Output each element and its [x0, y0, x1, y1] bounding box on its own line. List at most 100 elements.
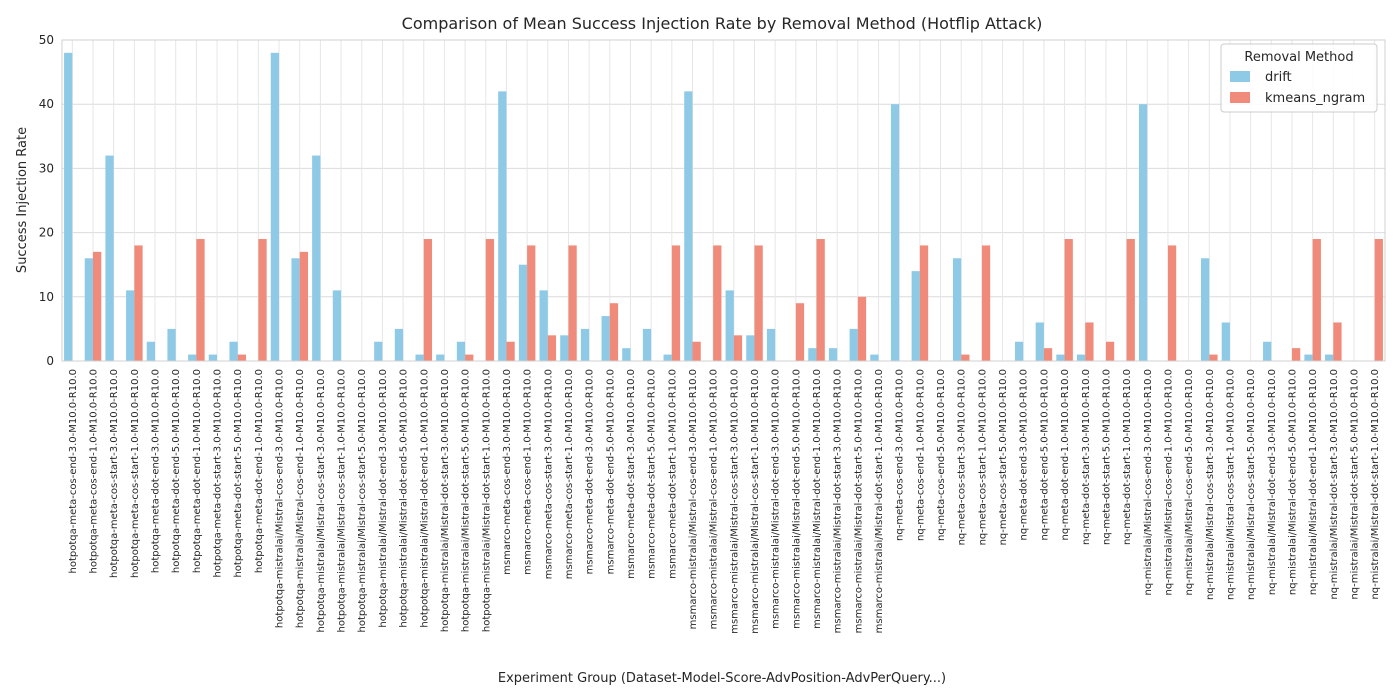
bar-drift-13 [332, 290, 342, 361]
x-tick-label: hotpotqa-meta-dot-end-1.0-M10.0-R10.0 [192, 369, 203, 573]
bar-drift-32 [725, 290, 734, 361]
x-tick-label: hotpotqa-meta-dot-start-3.0-M10.0-R10.0 [213, 369, 224, 578]
y-tick-label: 20 [39, 226, 54, 240]
bar-kmeans-ngram-51 [1126, 239, 1135, 361]
x-tick-label: nq-meta-cos-start-1.0-M10.0-R10.0 [977, 369, 988, 545]
plot-frame [61, 39, 1386, 362]
x-tick-label: msmarco-mistralai/Mistral-cos-start-3.0-… [729, 369, 740, 634]
bar-kmeans-ngram-35 [795, 303, 805, 361]
x-tick-label: nq-mistralai/Mistral-dot-end-5.0-M10.0-R… [1287, 369, 1298, 595]
bar-kmeans-ngram-11 [299, 251, 308, 361]
bar-drift-25 [580, 328, 590, 361]
x-tick-label: msmarco-mistralai/Mistral-cos-end-3.0-M1… [688, 369, 699, 629]
x-tick-label: nq-meta-dot-start-5.0-M10.0-R10.0 [1101, 369, 1112, 545]
x-tick-label: nq-mistralai/Mistral-cos-start-1.0-M10.0… [1225, 369, 1236, 600]
x-tick-label: hotpotqa-mistralai/Mistral-cos-end-3.0-M… [275, 369, 286, 628]
legend-title: Removal Method [1244, 50, 1353, 65]
x-tick-label: msmarco-meta-dot-start-3.0-M10.0-R10.0 [626, 369, 637, 579]
y-tick-label: 30 [39, 161, 54, 175]
y-tick-labels: 0 10 20 30 40 50 [39, 33, 54, 368]
x-tick-label: hotpotqa-mistralai/Mistral-dot-start-3.0… [440, 369, 451, 632]
bar-drift-41 [911, 271, 920, 361]
bar-kmeans-ngram-36 [816, 239, 825, 361]
bar-kmeans-ngram-23 [547, 335, 557, 361]
bar-kmeans-ngram-9 [258, 239, 267, 361]
bar-drift-15 [374, 341, 383, 361]
bar-drift-6 [188, 354, 197, 361]
bar-drift-55 [1201, 258, 1210, 361]
x-tick-label: msmarco-mistralai/Mistral-dot-start-5.0-… [853, 369, 864, 633]
bar-drift-3 [126, 290, 135, 361]
bar-drift-2 [105, 155, 114, 361]
bar-kmeans-ngram-50 [1105, 341, 1115, 361]
legend-label-kmeans-ngram: kmeans_ngram [1265, 91, 1365, 106]
x-tick-label: msmarco-meta-dot-end-3.0-M10.0-R10.0 [585, 369, 596, 574]
bar-drift-10 [270, 52, 280, 362]
bar-kmeans-ngram-55 [1209, 354, 1218, 361]
x-tick-label: nq-meta-dot-end-1.0-M10.0-R10.0 [1060, 369, 1071, 541]
bar-drift-36 [808, 348, 817, 361]
bar-drift-29 [663, 354, 672, 361]
bar-drift-16 [394, 328, 404, 361]
bar-kmeans-ngram-38 [857, 296, 867, 361]
x-tick-label: msmarco-meta-dot-end-5.0-M10.0-R10.0 [605, 369, 616, 574]
bar-drift-49 [1076, 354, 1086, 361]
bar-kmeans-ngram-3 [134, 245, 143, 361]
bar-drift-46 [1014, 341, 1024, 361]
bar-kmeans-ngram-53 [1167, 245, 1177, 361]
x-tick-label: hotpotqa-mistralai/Mistral-dot-end-3.0-M… [378, 369, 389, 628]
x-tick-label: hotpotqa-mistralai/Mistral-cos-start-5.0… [357, 369, 368, 633]
bar-kmeans-ngram-29 [671, 245, 681, 361]
bar-kmeans-ngram-21 [506, 341, 515, 361]
bar-drift-12 [312, 155, 321, 361]
bar-drift-28 [642, 328, 652, 361]
bar-kmeans-ngram-24 [568, 245, 577, 361]
bar-drift-26 [601, 316, 610, 361]
y-axis-label: Success Injection Rate [15, 127, 30, 273]
bar-drift-23 [539, 290, 548, 361]
bar-drift-24 [560, 335, 569, 361]
bar-kmeans-ngram-22 [527, 245, 536, 361]
bar-drift-38 [849, 328, 858, 361]
bar-drift-0 [64, 52, 73, 362]
chart-title: Comparison of Mean Success Injection Rat… [402, 14, 1043, 33]
x-tick-label: hotpotqa-meta-cos-end-1.0-M10.0-R10.0 [89, 369, 100, 574]
x-axis-label: Experiment Group (Dataset-Model-Score-Ad… [498, 671, 946, 686]
x-tick-label: nq-meta-cos-end-5.0-M10.0-R10.0 [936, 369, 947, 541]
bar-kmeans-ngram-43 [961, 354, 970, 361]
x-tick-label: hotpotqa-meta-dot-end-5.0-M10.0-R10.0 [171, 369, 182, 573]
legend: Removal Method drift kmeans_ngram [1220, 43, 1378, 113]
bar-drift-19 [456, 341, 466, 361]
x-tick-label: msmarco-mistralai/Mistral-dot-start-3.0-… [833, 369, 844, 633]
bar-kmeans-ngram-47 [1043, 348, 1053, 361]
bar-kmeans-ngram-19 [465, 354, 474, 361]
x-tick-label: hotpotqa-mistralai/Mistral-cos-start-3.0… [316, 369, 327, 633]
x-tick-label: nq-mistralai/Mistral-cos-end-1.0-M10.0-R… [1163, 369, 1174, 596]
bar-kmeans-ngram-26 [609, 303, 619, 361]
x-tick-label: hotpotqa-mistralai/Mistral-cos-end-1.0-M… [295, 369, 306, 628]
bar-drift-37 [828, 348, 838, 361]
bar-kmeans-ngram-60 [1312, 239, 1321, 361]
x-tick-label: hotpotqa-mistralai/Mistral-cos-start-1.0… [337, 369, 348, 633]
x-tick-label: nq-mistralai/Mistral-cos-end-3.0-M10.0-R… [1143, 369, 1154, 596]
x-tick-label: nq-meta-dot-start-3.0-M10.0-R10.0 [1081, 369, 1092, 545]
x-tick-label: msmarco-mistralai/Mistral-dot-start-1.0-… [874, 369, 885, 633]
x-tick-label: hotpotqa-meta-cos-start-1.0-M10.0-R10.0 [130, 369, 141, 578]
bar-drift-61 [1325, 354, 1334, 361]
x-tick-label: hotpotqa-meta-dot-start-5.0-M10.0-R10.0 [233, 369, 244, 578]
bar-kmeans-ngram-41 [919, 245, 929, 361]
bar-drift-5 [167, 328, 176, 361]
x-tick-label: nq-mistralai/Mistral-dot-end-3.0-M10.0-R… [1267, 369, 1278, 595]
x-tick-label: msmarco-mistralai/Mistral-dot-end-3.0-M1… [771, 369, 782, 629]
bar-drift-11 [291, 258, 300, 361]
bar-kmeans-ngram-17 [423, 239, 433, 361]
x-tick-label: nq-meta-dot-start-1.0-M10.0-R10.0 [1122, 369, 1133, 545]
bar-drift-52 [1139, 104, 1148, 361]
bar-kmeans-ngram-49 [1085, 322, 1094, 361]
x-tick-label: msmarco-meta-cos-end-3.0-M10.0-R10.0 [502, 369, 513, 575]
x-tick-label: nq-meta-dot-end-3.0-M10.0-R10.0 [1019, 369, 1030, 541]
x-tick-label: nq-mistralai/Mistral-cos-end-5.0-M10.0-R… [1184, 369, 1195, 596]
legend-swatch-drift [1230, 71, 1250, 82]
x-tick-label: hotpotqa-mistralai/Mistral-dot-start-5.0… [461, 369, 472, 632]
